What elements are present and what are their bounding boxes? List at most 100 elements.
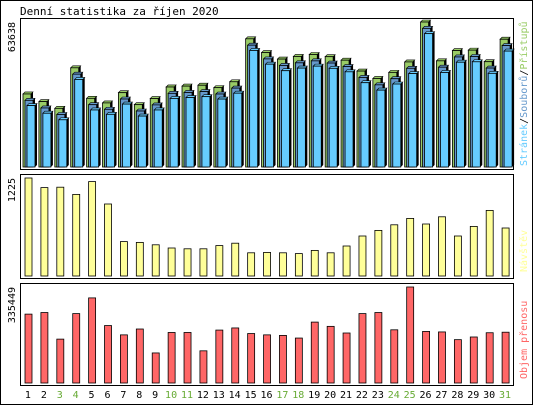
hits-bar-side-17 xyxy=(289,68,292,167)
volume-bar-21 xyxy=(342,332,351,384)
volume-panel: 335449 Objem přenosu xyxy=(7,283,530,386)
volume-bar-2 xyxy=(40,312,49,384)
volume-bar-25 xyxy=(406,286,415,384)
hits-bar-Stránek-8 xyxy=(137,115,147,168)
hits-bar-side-14 xyxy=(241,91,244,167)
volume-bar-13 xyxy=(215,329,224,384)
hits-bar-side-13 xyxy=(225,97,228,167)
hits-bar-Stránek-1 xyxy=(26,105,36,168)
x-tick-label-6: 6 xyxy=(104,390,110,401)
chart-title: Denní statistika za říjen 2020 xyxy=(20,5,219,18)
visits-bar-15 xyxy=(247,252,256,277)
visits-bar-29 xyxy=(469,225,478,277)
hits-bar-side-28 xyxy=(464,60,467,167)
legend-separator: / xyxy=(519,70,530,76)
volume-bar-28 xyxy=(453,339,462,384)
volume-bar-3 xyxy=(56,338,65,384)
volume-bar-4 xyxy=(72,313,81,384)
volume-bar-30 xyxy=(485,332,494,384)
volume-bar-23 xyxy=(374,312,383,384)
visits-bar-26 xyxy=(422,223,430,277)
volume-bar-7 xyxy=(120,334,128,384)
x-tick-label-16: 16 xyxy=(260,390,272,401)
legend-files-label: Souborů xyxy=(518,76,530,118)
visits-legend: Návštěv xyxy=(518,230,530,272)
hits-bar-Stránek-20 xyxy=(328,67,338,168)
hits-bar-Stránek-11 xyxy=(185,97,195,168)
x-tick-label-14: 14 xyxy=(229,390,241,401)
hits-bar-Stránek-4 xyxy=(74,79,84,168)
volume-bar-1 xyxy=(24,313,33,384)
volume-legend: Objem přenosu xyxy=(518,301,530,379)
hits-bar-Stránek-18 xyxy=(296,67,306,168)
hits-bar-side-26 xyxy=(432,31,435,168)
visits-bar-27 xyxy=(438,216,446,277)
x-tick-label-31: 31 xyxy=(499,390,511,401)
x-tick-label-23: 23 xyxy=(372,390,384,401)
volume-bar-22 xyxy=(358,313,367,384)
volume-bar-19 xyxy=(310,321,319,384)
visits-bar-8 xyxy=(135,241,144,277)
hits-bar-Stránek-2 xyxy=(42,112,52,168)
hits-bar-Stránek-21 xyxy=(344,71,354,168)
hits-bar-side-3 xyxy=(66,117,69,167)
volume-bar-5 xyxy=(88,297,97,384)
visits-bar-13 xyxy=(215,245,224,277)
x-tick-label-12: 12 xyxy=(197,390,209,401)
hits-bar-Stránek-13 xyxy=(217,98,227,168)
x-tick-label-1: 1 xyxy=(25,390,31,401)
x-tick-label-22: 22 xyxy=(356,390,368,401)
visits-bar-31 xyxy=(501,227,510,277)
x-tick-label-15: 15 xyxy=(245,390,257,401)
volume-bar-15 xyxy=(247,333,256,384)
visits-bar-12 xyxy=(199,248,208,277)
x-tick-label-10: 10 xyxy=(165,390,177,401)
visits-bar-14 xyxy=(231,242,240,277)
x-tick-label-2: 2 xyxy=(41,390,47,401)
volume-bar-18 xyxy=(294,337,303,384)
hits-bar-side-11 xyxy=(194,95,197,167)
visits-bar-23 xyxy=(374,229,383,277)
hits-bar-Stránek-27 xyxy=(440,72,449,168)
visits-bar-3 xyxy=(56,186,65,277)
visits-bar-9 xyxy=(151,244,160,277)
visits-bar-7 xyxy=(120,241,128,277)
hits-ymax-label: 63638 xyxy=(7,22,18,52)
hits-bar-side-2 xyxy=(50,111,53,167)
hits-bar-side-5 xyxy=(98,107,101,167)
hits-bar-side-8 xyxy=(146,114,149,167)
x-tick-label-29: 29 xyxy=(467,390,479,401)
visits-bar-16 xyxy=(263,251,271,277)
visits-bar-25 xyxy=(406,217,415,277)
visits-bar-18 xyxy=(294,253,303,277)
hits-bar-Stránek-19 xyxy=(312,65,322,168)
visits-bar-22 xyxy=(358,235,367,277)
hits-bar-side-31 xyxy=(512,49,515,167)
x-tick-label-24: 24 xyxy=(388,390,400,401)
visits-bar-24 xyxy=(390,224,399,277)
volume-bar-10 xyxy=(167,332,176,384)
x-tick-label-13: 13 xyxy=(213,390,225,401)
x-tick-label-17: 17 xyxy=(276,390,288,401)
hits-bar-side-19 xyxy=(321,64,324,167)
hits-bar-side-16 xyxy=(273,62,276,167)
x-tick-label-25: 25 xyxy=(404,390,416,401)
hits-bar-Stránek-7 xyxy=(122,103,131,168)
hits-bar-Stránek-26 xyxy=(424,33,433,168)
volume-bar-26 xyxy=(422,331,430,384)
hits-bar-Stránek-23 xyxy=(376,89,386,168)
hits-bar-side-24 xyxy=(400,82,403,167)
legend-access-label: Přístupů xyxy=(518,21,530,69)
hits-bar-side-27 xyxy=(448,70,451,167)
x-tick-label-11: 11 xyxy=(181,390,193,401)
hits-bar-side-12 xyxy=(209,94,212,167)
hits-bar-side-25 xyxy=(416,71,419,167)
volume-bar-17 xyxy=(279,334,287,384)
hits-bar-side-15 xyxy=(257,48,260,167)
volume-bar-29 xyxy=(469,336,478,384)
x-tick-label-3: 3 xyxy=(57,390,63,401)
hits-bar-side-21 xyxy=(353,69,356,167)
visits-panel: 1225 Návštěv xyxy=(7,174,530,279)
